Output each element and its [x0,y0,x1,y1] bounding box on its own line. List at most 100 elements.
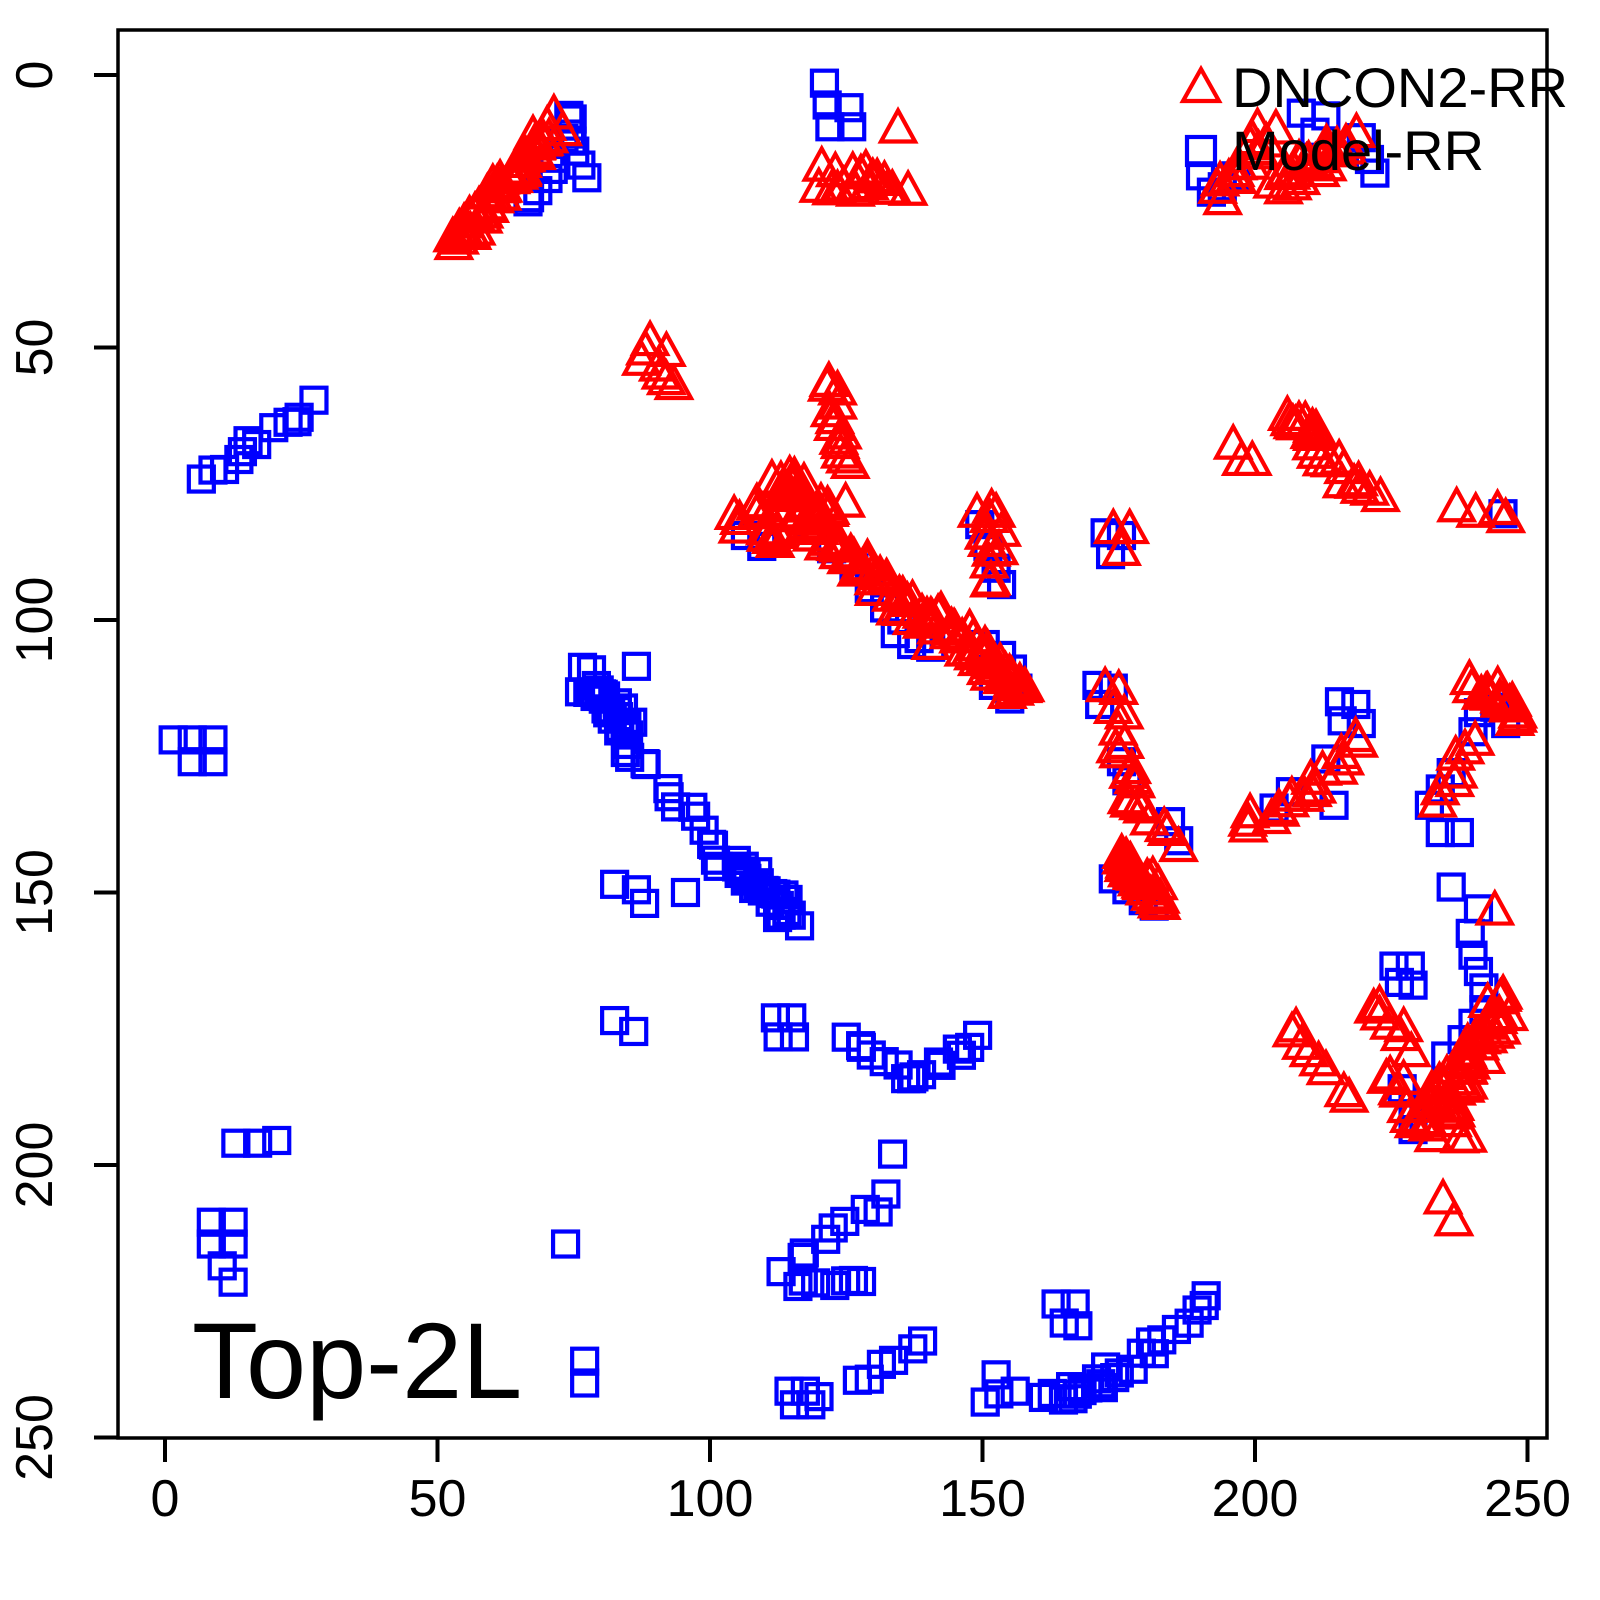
data-point-triangle [1476,487,1519,526]
data-point-square [218,1207,248,1237]
data-point-triangle [1103,692,1145,730]
data-point-triangle [968,540,1010,579]
legend-triangle-icon [1179,64,1223,104]
data-point-triangle [620,338,663,376]
data-point-square [613,720,644,750]
data-point-triangle [1305,1047,1347,1086]
y-tick-label: 250 [6,1394,64,1481]
data-point-triangle [629,318,671,357]
data-point-square [772,896,802,927]
data-point-square [660,792,691,822]
annotation-top-2l: Top-2L [192,1300,522,1421]
data-points-layer [158,68,1539,1420]
data-point-triangle [1291,769,1333,808]
data-point-square [801,1268,831,1298]
data-point-triangle [818,531,860,570]
data-point-square [779,1390,810,1420]
x-axis: 0 50 100 150 200 250 [151,1438,1571,1528]
series-Model-RR [158,68,1521,1420]
data-point-triangle [1444,726,1486,765]
data-point-triangle [1266,393,1308,431]
data-point-triangle [825,480,867,518]
data-point-square [764,890,794,921]
data-point-square [1147,1325,1177,1355]
data-point-square [763,1022,793,1052]
data-point-square [815,112,845,142]
data-point-triangle [645,329,687,368]
data-point-triangle [1305,121,1348,160]
data-point-triangle [811,167,853,206]
x-tick-label: 100 [667,1470,754,1528]
data-point-triangle [1434,1083,1476,1122]
data-point-square [1444,817,1474,848]
data-point-triangle [1298,1038,1340,1077]
data-point-triangle [1116,858,1158,897]
data-point-square [898,1334,928,1364]
data-point-square [1100,1363,1130,1393]
data-point-triangle [1447,1115,1489,1153]
series-DNCON2-RR [432,91,1539,1237]
data-point-square [224,444,254,475]
data-point-square [970,1387,1000,1417]
data-point-square [812,90,842,120]
x-tick-label: 0 [151,1470,180,1528]
data-point-triangle [853,568,895,606]
data-point-triangle [1098,730,1140,769]
data-point-square [907,1326,938,1356]
data-point-square [177,725,207,755]
data-point-square [1118,1354,1148,1384]
data-point-triangle [1229,790,1271,829]
data-point-square [783,1271,813,1302]
data-point-square [834,93,864,123]
data-point-square [946,1040,977,1070]
data-point-square [158,725,188,755]
data-point-triangle [1419,767,1461,806]
data-point-triangle [999,660,1041,698]
data-point-square [1379,951,1409,981]
data-point-triangle [490,156,532,195]
data-point-square [262,1125,292,1156]
data-point-square [796,1390,826,1420]
data-point-triangle [1296,412,1338,450]
data-point-triangle [778,468,820,506]
data-point-square [1398,970,1428,1000]
data-point-square [1458,940,1488,970]
data-point-triangle [1379,1013,1421,1052]
data-point-square [629,888,660,919]
data-point-square [670,877,701,908]
data-point-square [760,1003,791,1033]
data-point-triangle [1349,468,1391,506]
data-point-square [570,1346,600,1376]
data-point-triangle [984,649,1027,687]
y-tick-label: 0 [6,61,64,90]
legend-label-model: Model-RR [1232,119,1484,182]
data-point-triangle [917,591,959,630]
x-tick-label: 150 [939,1470,1026,1528]
y-tick-label: 50 [6,319,64,377]
y-tick-label: 200 [6,1122,64,1209]
data-point-triangle [852,155,894,194]
data-point-triangle [745,514,787,552]
data-point-square [963,1020,993,1050]
data-point-triangle [1390,1029,1432,1068]
data-point-square [299,385,329,415]
data-point-triangle [1474,1011,1516,1049]
data-point-triangle [991,654,1033,692]
data-point-square [570,1368,600,1398]
data-point-square [654,782,684,812]
data-point-triangle [853,557,895,596]
data-point-triangle [1474,888,1516,926]
data-point-triangle [887,168,929,206]
data-point-square [572,163,602,193]
data-point-triangle [1280,1022,1323,1060]
data-point-triangle [1416,780,1459,818]
data-point-triangle [840,151,882,190]
data-point-square [837,112,867,142]
data-point-square [242,429,272,460]
data-point-square [877,1139,908,1169]
data-point-triangle [1359,982,1401,1021]
data-point-triangle [1146,808,1188,847]
data-point-triangle [1100,528,1143,566]
data-point-square [1028,1382,1059,1413]
